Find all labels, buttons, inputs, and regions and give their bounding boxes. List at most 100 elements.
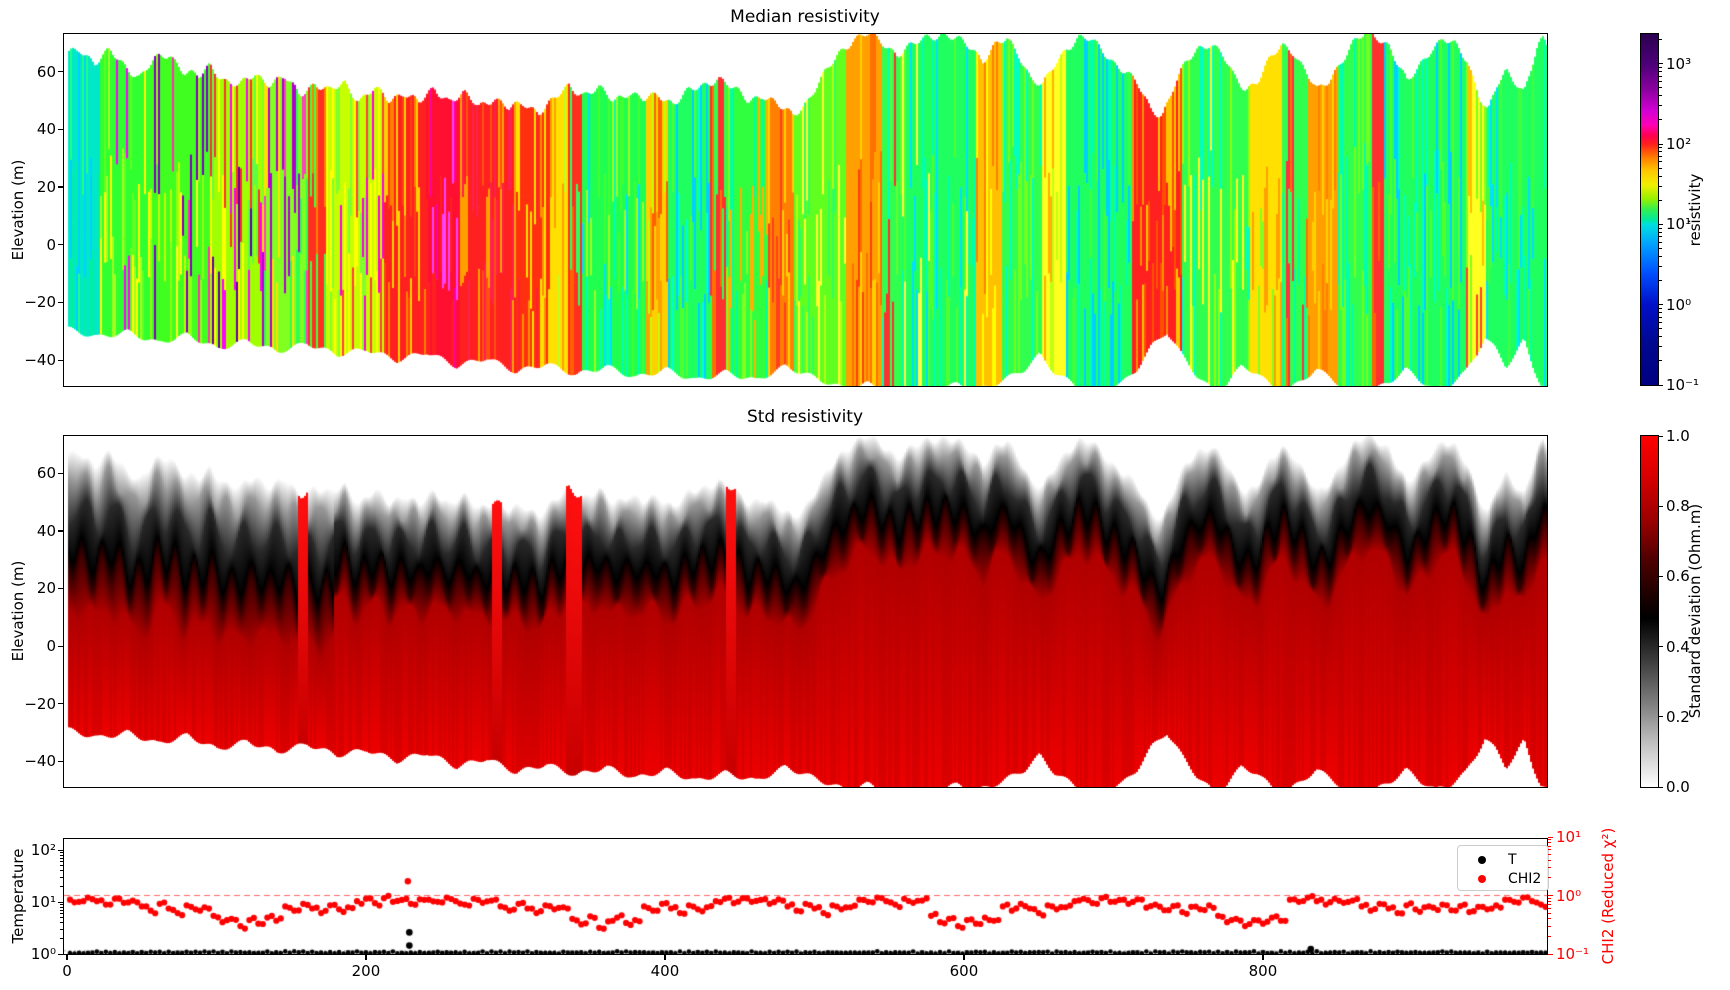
chi2-minor-tick (1548, 839, 1551, 841)
colorbar1 (1640, 33, 1659, 386)
xtick-mark (66, 955, 68, 960)
ytick-mark (58, 128, 63, 130)
temp-minor-tick (60, 861, 63, 863)
chi2-minor-tick (1548, 854, 1551, 856)
temp-minor-tick (60, 913, 63, 915)
legend-marker-chi2 (1478, 874, 1486, 883)
colorbar1-minor-tick (1659, 151, 1662, 153)
temp-minor-tick (60, 903, 63, 905)
colorbar1-tick-mark (1659, 143, 1663, 145)
colorbar1-minor-tick (1659, 346, 1662, 348)
temp-minor-tick (60, 870, 63, 872)
colorbar1-minor-tick (1659, 155, 1662, 157)
colorbar1-tick-label: 10² (1666, 135, 1692, 154)
temp-minor-tick (60, 865, 63, 867)
temp-minor-tick (60, 937, 63, 939)
ytick-label: 20 (36, 177, 56, 196)
colorbar2-tick-label: 1.0 (1666, 427, 1690, 445)
colorbar1-minor-tick (1659, 311, 1662, 313)
chi2-minor-tick (1548, 867, 1551, 869)
ytick-mark (58, 71, 63, 73)
xtick-label: 200 (351, 962, 381, 980)
colorbar1-minor-tick (1659, 316, 1662, 318)
legend: T CHI2 (1457, 845, 1549, 891)
temp-minor-tick (60, 906, 63, 908)
colorbar1-minor-tick (1659, 161, 1662, 163)
colorbar2-tick-mark (1659, 786, 1663, 788)
colorbar1-minor-tick (1659, 236, 1662, 238)
colorbar2-tick-label: 0.0 (1666, 778, 1690, 796)
xtick-label: 400 (650, 962, 680, 980)
xtick-label: 800 (1248, 962, 1278, 980)
colorbar1-tick-label: 10³ (1666, 54, 1692, 73)
chi2-minor-tick (1548, 849, 1551, 851)
legend-entry-t: T (1458, 850, 1548, 869)
temp-minor-tick (60, 857, 63, 859)
colorbar1-minor-tick (1659, 87, 1662, 89)
colorbar1-tick-mark (1659, 223, 1663, 226)
chi2-minor-tick (1548, 925, 1551, 927)
colorbar1-tick-label: 10⁻¹ (1666, 376, 1700, 394)
colorbar2-tick-label: 0.8 (1666, 497, 1690, 516)
temp-tick-label: 10¹ (30, 893, 56, 911)
ytick-mark (58, 530, 63, 532)
temp-tick-label: 10² (30, 841, 56, 859)
colorbar1-minor-tick (1659, 241, 1662, 243)
plot1-ylabel: Elevation (m) (9, 159, 27, 261)
temp-minor-tick (60, 885, 63, 887)
chi2-tick-label: 10⁻¹ (1556, 945, 1590, 963)
legend-entry-chi2: CHI2 (1458, 869, 1548, 888)
ytick-label: 40 (36, 120, 56, 139)
colorbar1-minor-tick (1659, 66, 1662, 68)
colorbar1-minor-tick (1659, 280, 1662, 281)
colorbar1-minor-tick (1659, 336, 1662, 338)
legend-marker-t (1478, 855, 1486, 864)
ytick-mark (58, 301, 63, 303)
chi2-tick-mark (1548, 953, 1553, 955)
colorbar1-minor-tick (1659, 248, 1662, 250)
chi2-tick-mark (1548, 895, 1553, 897)
ytick-label: −40 (24, 752, 56, 771)
plot2-title: Std resistivity (746, 407, 864, 427)
colorbar1-minor-tick (1659, 231, 1662, 233)
ytick-label: 60 (36, 62, 56, 81)
xtick-mark (365, 955, 367, 960)
xtick-mark (1262, 955, 1264, 960)
xtick-label: 0 (62, 962, 72, 980)
colorbar1-minor-tick (1659, 360, 1662, 362)
colorbar2-tick-label: 0.6 (1666, 567, 1690, 586)
ytick-label: −40 (24, 351, 56, 370)
colorbar1-minor-tick (1659, 199, 1662, 201)
colorbar2-tick-mark (1659, 716, 1663, 718)
ytick-label: 0 (46, 637, 56, 656)
chi2-tick-mark (1548, 836, 1553, 838)
temp-minor-tick (60, 922, 63, 924)
colorbar2-tick-mark (1659, 575, 1663, 578)
colorbar2 (1640, 435, 1659, 788)
colorbar1-minor-tick (1659, 175, 1662, 177)
colorbar1-tick-mark (1659, 304, 1663, 306)
colorbar1-minor-tick (1659, 95, 1662, 97)
legend-label-chi2: CHI2 (1508, 870, 1542, 887)
chi2-minor-tick (1548, 877, 1551, 879)
chi2-minor-tick (1548, 907, 1551, 909)
median-resistivity-section (64, 34, 1547, 386)
colorbar1-minor-tick (1659, 265, 1662, 267)
temp-minor-tick (60, 851, 63, 853)
colorbar2-tick-mark (1659, 505, 1663, 507)
ytick-label: 20 (36, 579, 56, 598)
ytick-mark (58, 703, 63, 705)
colorbar1-minor-tick (1659, 227, 1662, 229)
colorbar1-minor-tick (1659, 119, 1662, 121)
temperature-chi2-scatter (64, 839, 1547, 954)
ytick-mark (58, 186, 63, 188)
chi2-minor-tick (1548, 935, 1551, 937)
colorbar2-tick-mark (1659, 435, 1663, 437)
ytick-mark (58, 472, 63, 475)
ytick-label: −20 (24, 293, 56, 312)
ytick-label: 0 (46, 235, 56, 254)
colorbar1-tick-mark (1659, 384, 1663, 386)
chi2-minor-tick (1548, 918, 1551, 920)
plot1-title: Median resistivity (730, 7, 880, 27)
colorbar1-minor-tick (1659, 255, 1662, 257)
